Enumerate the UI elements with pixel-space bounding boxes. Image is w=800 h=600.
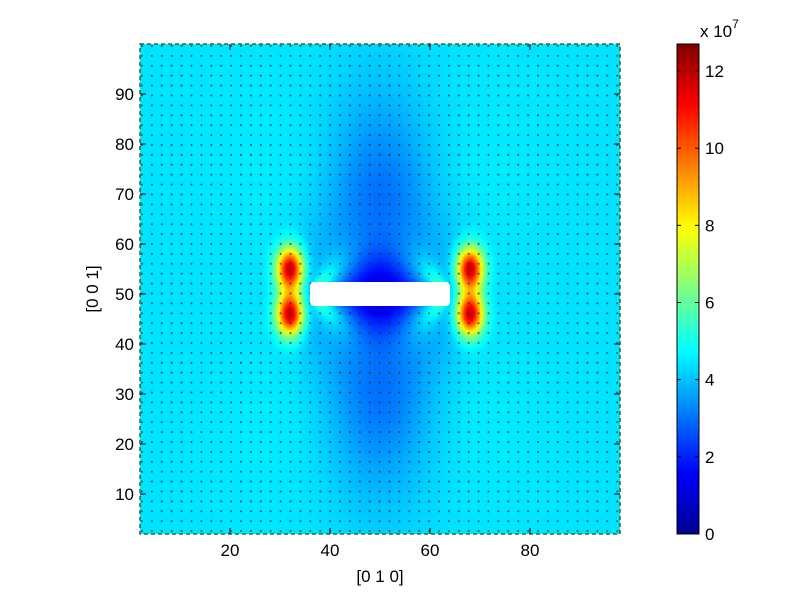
colorbar-tick-label: 2 <box>705 448 714 467</box>
y-tick-label: 40 <box>115 335 134 354</box>
colorbar-tick-label: 12 <box>705 62 724 81</box>
y-tick-label: 10 <box>115 485 134 504</box>
colorbar-tick-label: 0 <box>705 525 714 544</box>
x-tick-label: 80 <box>521 541 540 560</box>
y-tick-label: 30 <box>115 385 134 404</box>
colorbar-multiplier-base: x 10 <box>700 22 732 41</box>
y-axis-ticks: 10 20 30 40 50 60 70 80 90 <box>115 85 620 504</box>
y-tick-label: 80 <box>115 135 134 154</box>
y-tick-label: 90 <box>115 85 134 104</box>
colorbar-tick-label: 10 <box>705 139 724 158</box>
plot-frame <box>139 43 621 535</box>
x-tick-label: 60 <box>421 541 440 560</box>
y-tick-label: 60 <box>115 235 134 254</box>
x-axis-label: [0 1 0] <box>356 567 403 586</box>
colorbar-tick-label: 6 <box>705 294 714 313</box>
colorbar-multiplier: x 107 <box>700 17 739 41</box>
plot-area <box>139 43 621 535</box>
y-axis-label: [0 0 1] <box>83 265 102 312</box>
colorbar-multiplier-exponent: 7 <box>732 17 739 31</box>
y-tick-label: 50 <box>115 285 134 304</box>
hole-region <box>310 282 450 306</box>
x-tick-label: 40 <box>321 541 340 560</box>
colorbar-ticks: 0 2 4 6 8 10 12 <box>677 62 724 544</box>
y-tick-label: 70 <box>115 185 134 204</box>
x-tick-label: 20 <box>221 541 240 560</box>
x-axis-ticks: 20 40 60 80 <box>221 44 540 560</box>
y-tick-label: 20 <box>115 435 134 454</box>
colorbar: 0 2 4 6 8 10 12 x 107 <box>676 17 739 544</box>
colorbar-gradient <box>676 43 700 535</box>
colorbar-tick-label: 4 <box>705 371 714 390</box>
colorbar-tick-label: 8 <box>705 216 714 235</box>
